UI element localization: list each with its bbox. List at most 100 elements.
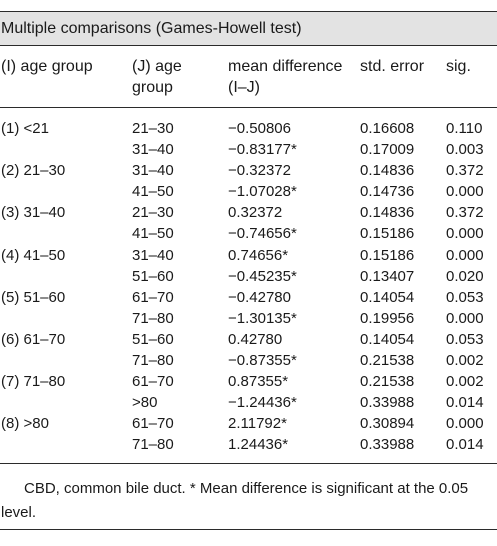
cell-mean-difference: −0.87355*: [228, 352, 297, 370]
table-row: (8) >80 61–70 2.11792* 0.30894 0.000: [0, 413, 497, 434]
cell-j-group: 41–50: [132, 183, 174, 201]
table-row: (4) 41–50 31–40 0.74656* 0.15186 0.000: [0, 245, 497, 266]
cell-sig: 0.372: [446, 162, 484, 180]
table-row: 31–40 −0.83177* 0.17009 0.003: [0, 139, 497, 160]
cell-sig: 0.110: [446, 120, 483, 137]
cell-mean-difference: 2.11792*: [228, 415, 287, 433]
cell-std-error: 0.19956: [360, 309, 415, 327]
cell-sig: 0.053: [446, 288, 484, 306]
cell-mean-difference: −0.74656*: [228, 225, 297, 243]
cell-mean-difference: −1.24436*: [228, 394, 297, 412]
cell-mean-difference: 1.24436*: [228, 436, 289, 454]
cell-sig: 0.053: [446, 330, 484, 348]
cell-sig: 0.372: [446, 204, 484, 222]
cell-i-group: (5) 51–60: [1, 288, 66, 306]
table-row: 41–50 −1.07028* 0.14736 0.000: [0, 181, 497, 202]
cell-std-error: 0.16608: [360, 120, 415, 137]
header-std-error: std. error: [360, 58, 425, 75]
cell-j-group: 31–40: [132, 246, 174, 264]
cell-mean-difference: −0.32372: [228, 162, 291, 180]
cell-sig: 0.002: [446, 373, 484, 391]
cell-std-error: 0.14836: [360, 204, 415, 222]
table-row: 71–80 −0.87355* 0.21538 0.002: [0, 350, 497, 371]
cell-j-group: 41–50: [132, 225, 174, 243]
cell-j-group: >80: [132, 394, 158, 412]
cell-i-group: (7) 71–80: [1, 373, 66, 391]
table-row: (2) 21–30 31–40 −0.32372 0.14836 0.372: [0, 160, 497, 181]
cell-j-group: 31–40: [132, 162, 174, 180]
cell-mean-difference: −0.45235*: [228, 267, 297, 285]
header-j-group-line2: group: [132, 79, 173, 96]
table-row: (6) 61–70 51–60 0.42780 0.14054 0.053: [0, 329, 497, 350]
cell-mean-difference: 0.87355*: [228, 373, 289, 391]
cell-i-group: (4) 41–50: [1, 246, 66, 264]
cell-sig: 0.003: [446, 141, 484, 159]
cell-std-error: 0.13407: [360, 267, 415, 285]
cell-std-error: 0.14736: [360, 183, 415, 201]
table-row: (1) <21 21–30 −0.50806 0.16608 0.110: [0, 118, 497, 139]
cell-sig: 0.000: [446, 246, 484, 264]
cell-sig: 0.000: [446, 309, 484, 327]
cell-std-error: 0.33988: [360, 394, 415, 412]
cell-j-group: 21–30: [132, 120, 174, 137]
table-row: 71–80 1.24436* 0.33988 0.014: [0, 434, 497, 455]
cell-mean-difference: 0.74656*: [228, 246, 289, 264]
table-row: (7) 71–80 61–70 0.87355* 0.21538 0.002: [0, 371, 497, 392]
cell-mean-difference: −1.30135*: [228, 309, 297, 327]
header-divider: [0, 107, 497, 108]
cell-std-error: 0.14054: [360, 330, 415, 348]
table-row: (5) 51–60 61–70 −0.42780 0.14054 0.053: [0, 287, 497, 308]
cell-j-group: 61–70: [132, 415, 174, 433]
cell-std-error: 0.17009: [360, 141, 415, 159]
table-caption-bar: Multiple comparisons (Games-Howell test): [0, 11, 497, 46]
table-row: 51–60 −0.45235* 0.13407 0.020: [0, 266, 497, 287]
header-mean-difference-line2: (I–J): [228, 79, 260, 96]
cell-i-group: (8) >80: [1, 415, 49, 433]
cell-i-group: (6) 61–70: [1, 330, 66, 348]
header-sig: sig.: [446, 58, 471, 75]
cell-std-error: 0.21538: [360, 352, 415, 370]
cell-j-group: 51–60: [132, 267, 174, 285]
table-row: 71–80 −1.30135* 0.19956 0.000: [0, 308, 497, 329]
cell-i-group: (3) 31–40: [1, 204, 66, 222]
table-bottom-divider: [0, 463, 497, 464]
cell-mean-difference: −0.42780: [228, 288, 291, 306]
header-mean-difference: mean difference (I–J): [228, 56, 342, 98]
cell-std-error: 0.14054: [360, 288, 415, 306]
cell-i-group: (2) 21–30: [1, 162, 66, 180]
cell-mean-difference: 0.42780: [228, 330, 283, 348]
header-j-group: (J) age group: [132, 56, 182, 98]
cell-std-error: 0.21538: [360, 373, 415, 391]
cell-sig: 0.000: [446, 183, 484, 201]
header-mean-difference-line1: mean difference: [228, 58, 343, 75]
footnote-bottom-divider: [0, 529, 497, 530]
table-row: (3) 31–40 21–30 0.32372 0.14836 0.372: [0, 202, 497, 223]
cell-i-group: (1) <21: [1, 120, 49, 137]
cell-j-group: 61–70: [132, 288, 174, 306]
cell-mean-difference: −1.07028*: [228, 183, 297, 201]
table-row: >80 −1.24436* 0.33988 0.014: [0, 392, 497, 413]
cell-j-group: 51–60: [132, 330, 174, 348]
cell-sig: 0.014: [446, 436, 484, 454]
cell-std-error: 0.30894: [360, 415, 415, 433]
cell-std-error: 0.15186: [360, 225, 415, 243]
cell-mean-difference: −0.50806: [228, 120, 291, 137]
cell-sig: 0.000: [446, 225, 484, 243]
cell-mean-difference: 0.32372: [228, 204, 283, 222]
cell-mean-difference: −0.83177*: [228, 141, 297, 159]
cell-std-error: 0.15186: [360, 246, 415, 264]
table-footnote: CBD, common bile duct. * Mean difference…: [1, 480, 469, 521]
cell-j-group: 61–70: [132, 373, 174, 391]
table-row: 41–50 −0.74656* 0.15186 0.000: [0, 223, 497, 244]
cell-j-group: 21–30: [132, 204, 174, 222]
cell-sig: 0.014: [446, 394, 484, 412]
cell-sig: 0.002: [446, 352, 484, 370]
header-i-group: (I) age group: [1, 58, 93, 75]
cell-std-error: 0.33988: [360, 436, 415, 454]
cell-j-group: 31–40: [132, 141, 174, 159]
cell-j-group: 71–80: [132, 352, 174, 370]
cell-sig: 0.000: [446, 415, 484, 433]
table-body: (1) <21 21–30 −0.50806 0.16608 0.110 31–…: [0, 118, 497, 456]
cell-sig: 0.020: [446, 267, 484, 285]
cell-std-error: 0.14836: [360, 162, 415, 180]
